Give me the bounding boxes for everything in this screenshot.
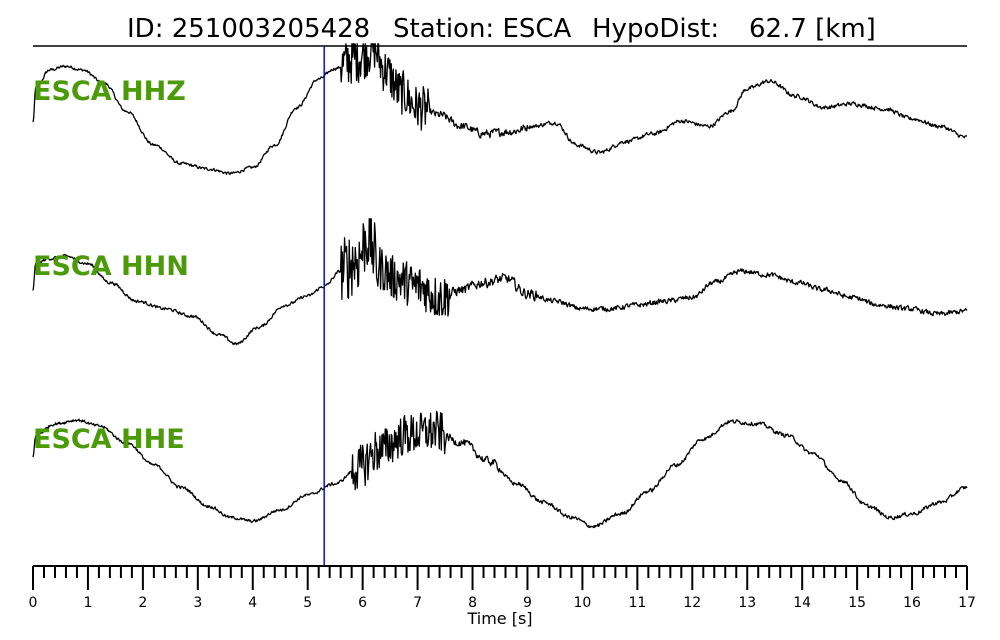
x-tick-label: 16 bbox=[903, 595, 921, 611]
station-text: Station: ESCA bbox=[393, 14, 572, 44]
channel-label-hhz: ESCA HHZ bbox=[33, 76, 186, 107]
trace-hhn bbox=[32, 218, 968, 346]
event-id-text: ID: 251003205428 bbox=[127, 14, 370, 44]
x-tick-label: 13 bbox=[738, 595, 756, 611]
hypodist-label: HypoDist: bbox=[592, 14, 719, 44]
trace-panel bbox=[32, 43, 968, 529]
hypodist-value: 62.7 [km] bbox=[749, 14, 876, 44]
x-tick-label: 11 bbox=[628, 595, 646, 611]
trace-hhe bbox=[32, 410, 968, 529]
x-tick-label: 8 bbox=[468, 595, 477, 611]
x-tick-label: 1 bbox=[83, 595, 92, 611]
x-tick-label: 5 bbox=[303, 595, 312, 611]
x-tick-label: 17 bbox=[958, 595, 976, 611]
channel-label-hhn: ESCA HHN bbox=[33, 251, 189, 282]
x-axis: 0 1 2 3 4 5 6 7 8 9 10 11 12 13 14 15 16 17 bbox=[29, 565, 976, 611]
x-tick-label: 15 bbox=[848, 595, 866, 611]
channel-label-hhe: ESCA HHE bbox=[33, 424, 185, 455]
x-tick-label: 2 bbox=[138, 595, 147, 611]
x-tick-label: 6 bbox=[358, 595, 367, 611]
x-tick-label: 10 bbox=[573, 595, 591, 611]
x-tick-label: 12 bbox=[683, 595, 701, 611]
x-tick-label: 14 bbox=[793, 595, 811, 611]
x-tick-label: 4 bbox=[248, 595, 257, 611]
x-tick-label: 3 bbox=[193, 595, 202, 611]
x-axis-label: Time [s] bbox=[466, 609, 532, 628]
x-tick-label: 7 bbox=[413, 595, 422, 611]
trace-hhz bbox=[32, 43, 968, 176]
x-tick-label: 0 bbox=[29, 595, 38, 611]
x-tick-label: 9 bbox=[523, 595, 532, 611]
